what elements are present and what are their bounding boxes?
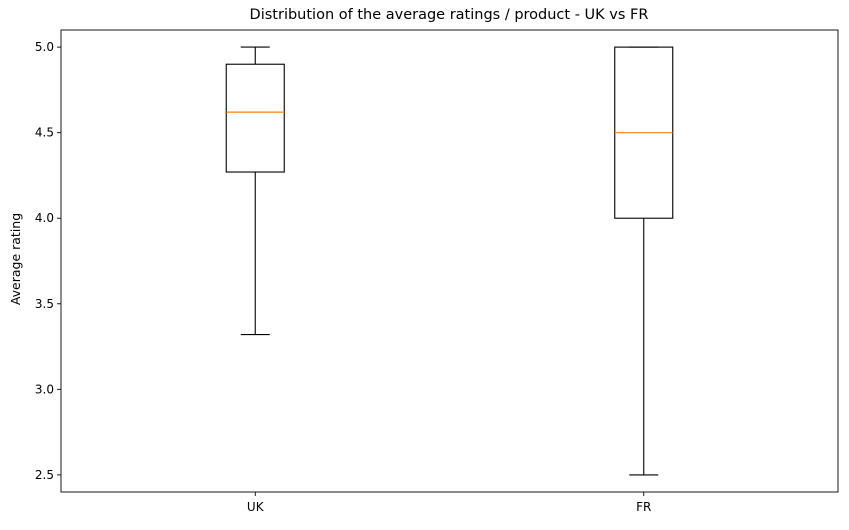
y-tick-label: 2.5	[35, 468, 54, 482]
x-tick-label: FR	[636, 500, 651, 514]
plot-frame	[60, 29, 839, 493]
y-tick-label: 3.5	[35, 297, 54, 311]
plot-area: 2.5 3.0 3.5 4.0 4.5 5.0 UK FR	[35, 29, 839, 514]
y-tick-label: 3.0	[35, 382, 54, 396]
y-tick-label: 4.0	[35, 211, 54, 225]
y-axis-label: Average rating	[8, 213, 23, 305]
chart-title: Distribution of the average ratings / pr…	[250, 7, 649, 23]
y-tick-label: 4.5	[35, 126, 54, 140]
box-iqr	[225, 63, 285, 173]
x-tick-label: UK	[247, 500, 265, 514]
y-tick-label: 5.0	[35, 40, 54, 54]
